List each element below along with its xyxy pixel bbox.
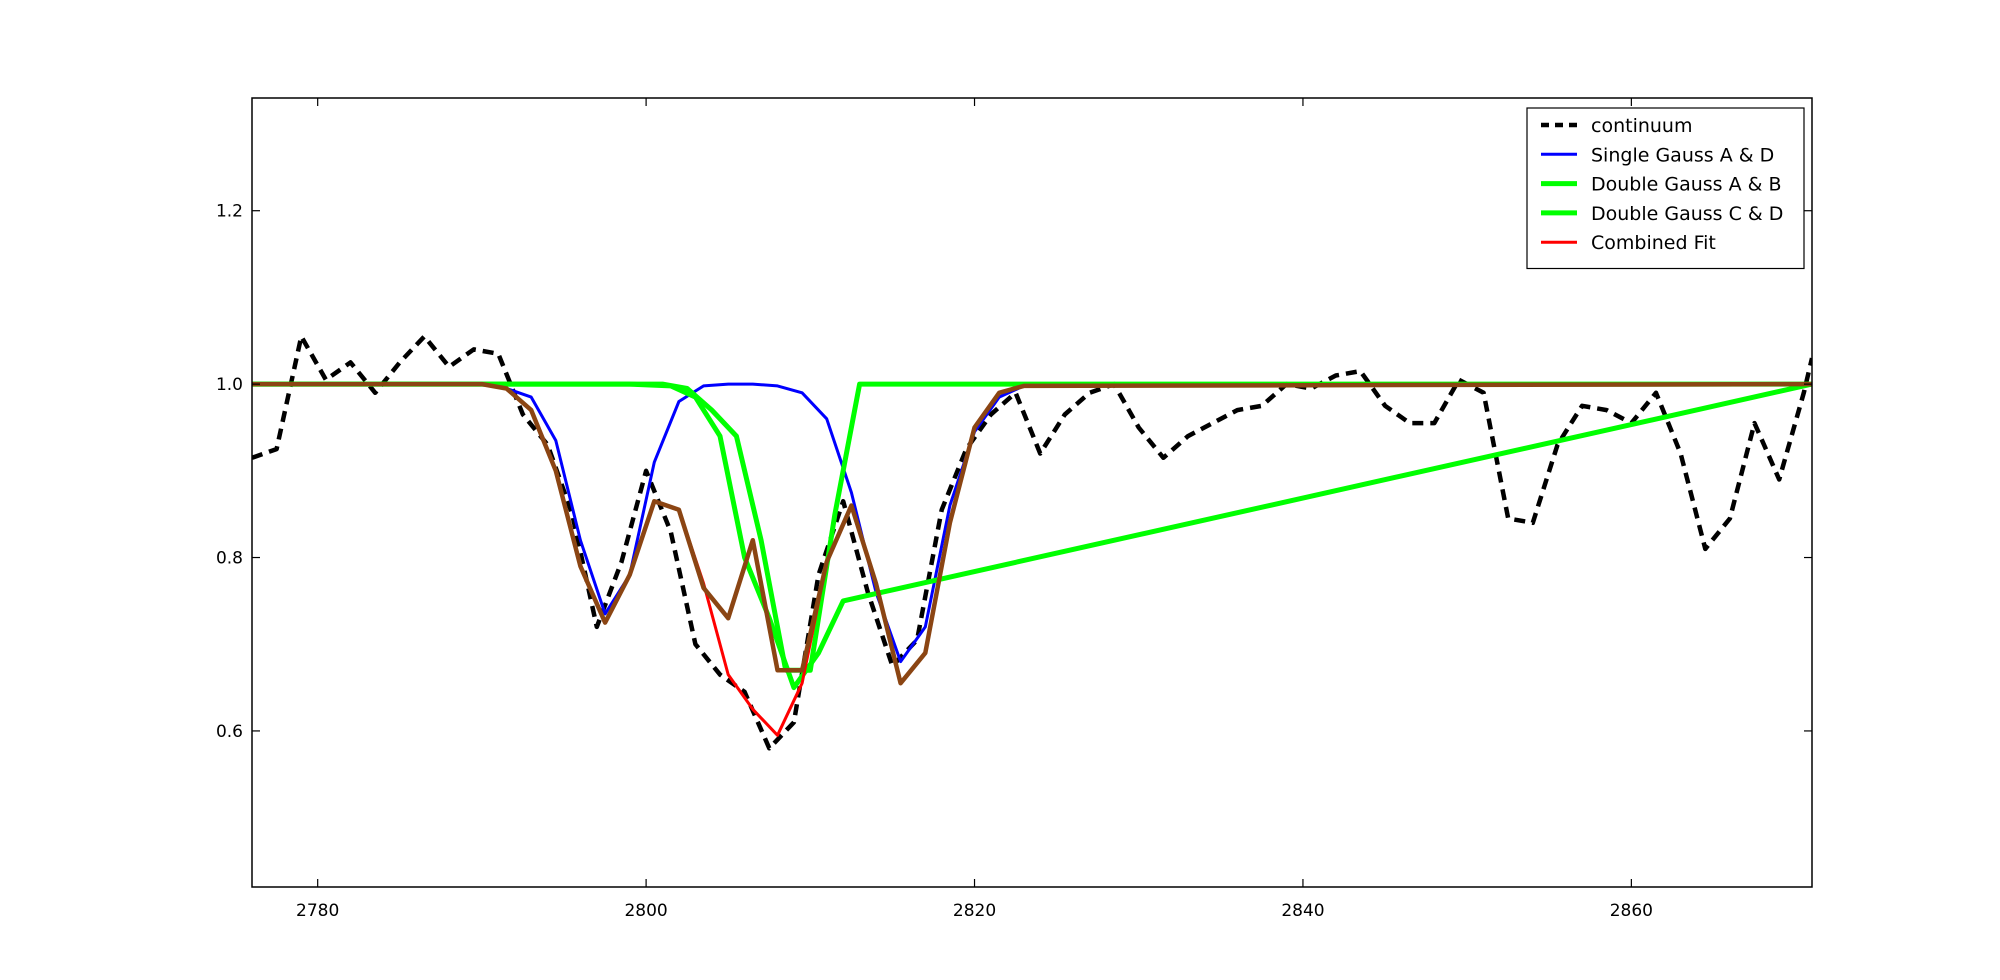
x-tick-label: 2860: [1610, 901, 1653, 921]
legend-label: Combined Fit: [1591, 232, 1716, 254]
series-line-single-gauss-a-d: [252, 382, 1812, 664]
y-tick-label: 1.2: [216, 202, 243, 222]
legend-box: [1526, 107, 1805, 270]
legend-label: continuum: [1591, 115, 1692, 137]
x-tick-label: 2800: [624, 901, 667, 921]
plot-frame: [251, 97, 1813, 888]
series-line-overlay: [252, 381, 1812, 686]
legend-label: Single Gauss A & D: [1591, 144, 1774, 166]
legend-label: Double Gauss C & D: [1591, 203, 1783, 225]
legend-label: Double Gauss A & B: [1591, 174, 1782, 196]
x-tick-label: 2780: [296, 901, 339, 921]
x-tick-label: 2840: [1281, 901, 1324, 921]
x-tick-label: 2820: [953, 901, 996, 921]
series-line-double-gauss-c-d: [252, 381, 1812, 673]
y-tick-label: 0.8: [216, 549, 243, 569]
y-tick-label: 0.6: [216, 722, 243, 742]
y-tick-label: 1.0: [216, 375, 243, 395]
ticks-layer: 2780 2800 2820 2840 2860 0.6 0.8 1.0 1.2: [216, 98, 1812, 921]
legend: continuum Single Gauss A & D Double Gauss …: [1526, 107, 1805, 270]
series-layer: [252, 334, 1812, 751]
